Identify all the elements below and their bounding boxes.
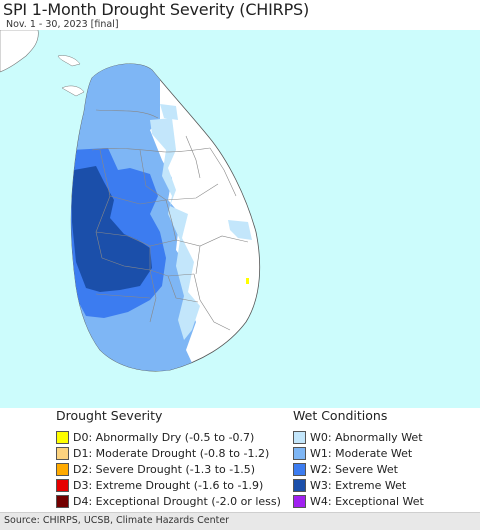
legend-item-w1: W1: Moderate Wet [293,445,424,461]
legend-label-w1: W1: Moderate Wet [310,446,413,460]
legend-label-w4: W4: Exceptional Wet [310,494,424,508]
legend-item-w2: W2: Severe Wet [293,461,424,477]
legend-item-d2: D2: Severe Drought (-1.3 to -1.5) [56,461,281,477]
legend-drought-title: Drought Severity [56,408,163,423]
legend-wet: Wet Conditions W0: Abnormally Wet W1: Mo… [293,408,424,509]
swatch-w2 [293,462,306,476]
swatch-d0 [56,430,69,444]
legend-item-d3: D3: Extreme Drought (-1.6 to -1.9) [56,477,281,493]
map-title: SPI 1-Month Drought Severity (CHIRPS) [3,0,310,19]
legend-wet-title: Wet Conditions [293,408,388,423]
legend-label-d0: D0: Abnormally Dry (-0.5 to -0.7) [73,430,255,444]
legend-drought: Drought Severity D0: Abnormally Dry (-0.… [56,408,281,509]
swatch-w0 [293,430,306,444]
source-credit: Source: CHIRPS, UCSB, Climate Hazards Ce… [4,515,230,526]
wet-w0-strip [150,118,200,340]
legend-label-d4: D4: Exceptional Drought (-2.0 or less) [73,494,281,508]
district-boundaries [91,109,249,331]
swatch-w4 [293,494,306,508]
wet-w3-region [72,166,152,292]
legend-item-w4: W4: Exceptional Wet [293,493,424,509]
swatch-d3 [56,478,69,492]
map-subtitle: Nov. 1 - 30, 2023 [final] [6,19,119,30]
swatch-d2 [56,462,69,476]
swatch-d4 [56,494,69,508]
legend-label-d2: D2: Severe Drought (-1.3 to -1.5) [73,462,256,476]
legend-label-w3: W3: Extreme Wet [310,478,407,492]
india-coast [0,30,39,73]
legend-item-d1: D1: Moderate Drought (-0.8 to -1.2) [56,445,281,461]
swatch-w1 [293,446,306,460]
mannar-islet [57,55,81,67]
legend-label-d3: D3: Extreme Drought (-1.6 to -1.9) [73,478,264,492]
legend-item-d0: D0: Abnormally Dry (-0.5 to -0.7) [56,429,281,445]
wet-w0-east [228,220,252,240]
legend-item-w0: W0: Abnormally Wet [293,429,424,445]
legend-item-w3: W3: Extreme Wet [293,477,424,493]
legend-label-w2: W2: Severe Wet [310,462,398,476]
dry-d0-patch [246,278,249,284]
swatch-w3 [293,478,306,492]
legend-label-d1: D1: Moderate Drought (-0.8 to -1.2) [73,446,270,460]
jaffna-islet [61,85,85,97]
legend-item-d4: D4: Exceptional Drought (-2.0 or less) [56,493,281,509]
swatch-d1 [56,446,69,460]
legend-label-w0: W0: Abnormally Wet [310,430,423,444]
wet-w0-northeast [160,104,178,120]
drought-map [0,30,480,408]
footer-bar: Source: CHIRPS, UCSB, Climate Hazards Ce… [0,512,480,530]
